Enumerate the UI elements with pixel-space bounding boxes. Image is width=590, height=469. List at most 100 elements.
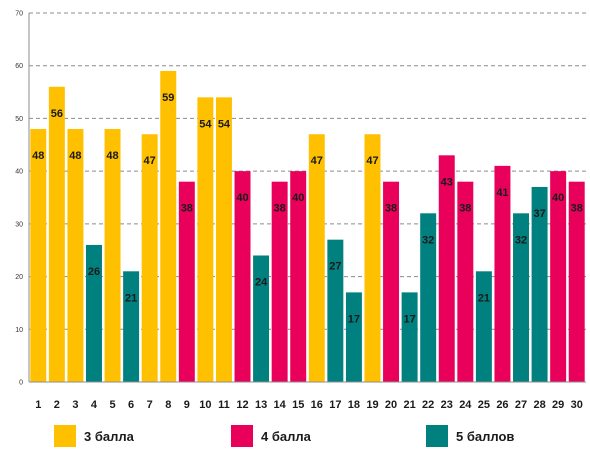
data-label: 54 — [218, 118, 231, 130]
bar — [420, 213, 437, 382]
data-label: 26 — [88, 266, 100, 278]
data-label: 59 — [162, 92, 174, 104]
bar — [550, 171, 567, 382]
bar — [475, 271, 492, 382]
data-label: 32 — [422, 234, 434, 246]
bar — [383, 181, 400, 382]
x-tick-label: 15 — [292, 399, 304, 411]
x-tick-label: 10 — [199, 399, 211, 411]
bar — [401, 292, 418, 382]
x-tick-label: 4 — [91, 399, 98, 411]
x-tick-label: 21 — [403, 399, 415, 411]
bar — [253, 255, 270, 382]
bar — [104, 128, 121, 382]
legend-swatch — [54, 425, 76, 447]
data-labels: 48 56 48 26 48 21 47 59 38 54 54 40 24 38 40 47 27 17 47 38… — [32, 92, 583, 325]
legend-item-3-balla: 3 балла — [54, 424, 134, 448]
y-tick-label: 40 — [15, 169, 23, 176]
legend-label: 5 баллов — [456, 428, 515, 444]
x-tick-label: 18 — [348, 399, 360, 411]
data-label: 47 — [366, 155, 378, 167]
legend-item-5-ballov: 5 баллов — [426, 424, 514, 448]
y-tick-label: 50 — [15, 116, 23, 123]
bar — [178, 181, 195, 382]
data-label: 17 — [348, 313, 360, 325]
bar — [141, 134, 158, 382]
data-label: 54 — [199, 118, 212, 130]
x-tick-label: 5 — [109, 399, 115, 411]
bar — [123, 271, 140, 382]
data-label: 37 — [533, 208, 545, 220]
bar — [234, 171, 251, 382]
bar — [85, 244, 102, 382]
x-tick-label: 27 — [515, 399, 527, 411]
legend-label: 3 балла — [84, 428, 134, 444]
x-tick-label: 20 — [385, 399, 397, 411]
x-tick-label: 29 — [552, 399, 564, 411]
data-label: 41 — [496, 187, 508, 199]
x-tick-label: 24 — [459, 399, 472, 411]
bar — [290, 171, 307, 382]
bar — [327, 239, 344, 382]
bar — [438, 155, 455, 382]
x-tick-label: 25 — [478, 399, 490, 411]
x-tick-label: 13 — [255, 399, 267, 411]
data-label: 56 — [51, 108, 63, 120]
legend-item-4-balla: 4 балла — [231, 424, 311, 448]
data-label: 24 — [255, 276, 268, 288]
y-tick-label: 70 — [15, 11, 23, 18]
x-tick-label: 17 — [329, 399, 341, 411]
x-tick-label: 23 — [441, 399, 453, 411]
x-tick-label: 12 — [236, 399, 248, 411]
x-tick-label: 3 — [72, 399, 78, 411]
y-tick-label: 20 — [15, 274, 23, 281]
y-axis: 0 10 20 30 40 50 60 70 — [15, 11, 30, 387]
bar — [494, 165, 511, 382]
data-label: 40 — [292, 192, 304, 204]
bar — [364, 134, 381, 382]
data-label: 40 — [552, 192, 564, 204]
bars — [30, 70, 585, 383]
x-tick-label: 26 — [496, 399, 508, 411]
x-tick-label: 9 — [184, 399, 190, 411]
bar — [345, 292, 362, 382]
bar — [308, 134, 325, 382]
bar — [215, 97, 232, 382]
data-label: 17 — [403, 313, 415, 325]
data-label: 48 — [106, 150, 118, 162]
bar — [160, 70, 177, 382]
x-tick-label: 8 — [165, 399, 171, 411]
x-tick-label: 16 — [311, 399, 323, 411]
x-tick-label: 19 — [366, 399, 378, 411]
data-label: 47 — [144, 155, 156, 167]
x-tick-label: 11 — [218, 399, 230, 411]
data-label: 40 — [236, 192, 248, 204]
bar — [48, 86, 65, 383]
gridlines — [29, 12, 586, 330]
x-axis: 1 2 3 4 5 6 7 8 9 10 11 12 13 14 15 16 17 18 19 20 21 22 23 24 2… — [29, 381, 586, 411]
x-tick-label: 28 — [533, 399, 545, 411]
bar — [67, 128, 84, 382]
data-label: 38 — [181, 203, 193, 215]
data-label: 38 — [274, 203, 286, 215]
data-label: 38 — [459, 203, 471, 215]
bar — [30, 128, 47, 382]
x-tick-label: 6 — [128, 399, 134, 411]
bar — [513, 213, 530, 382]
data-label: 32 — [515, 234, 527, 246]
data-label: 27 — [329, 261, 341, 273]
y-tick-label: 10 — [15, 327, 23, 334]
x-tick-label: 1 — [35, 399, 41, 411]
bar — [531, 186, 548, 382]
x-tick-label: 7 — [147, 399, 153, 411]
x-tick-label: 2 — [54, 399, 60, 411]
data-label: 43 — [441, 176, 453, 188]
bar — [457, 181, 474, 382]
bar — [197, 97, 214, 382]
y-tick-label: 30 — [15, 221, 23, 228]
legend-swatch — [426, 425, 448, 447]
data-label: 21 — [478, 292, 490, 304]
x-tick-label: 14 — [274, 399, 287, 411]
data-label: 48 — [69, 150, 81, 162]
